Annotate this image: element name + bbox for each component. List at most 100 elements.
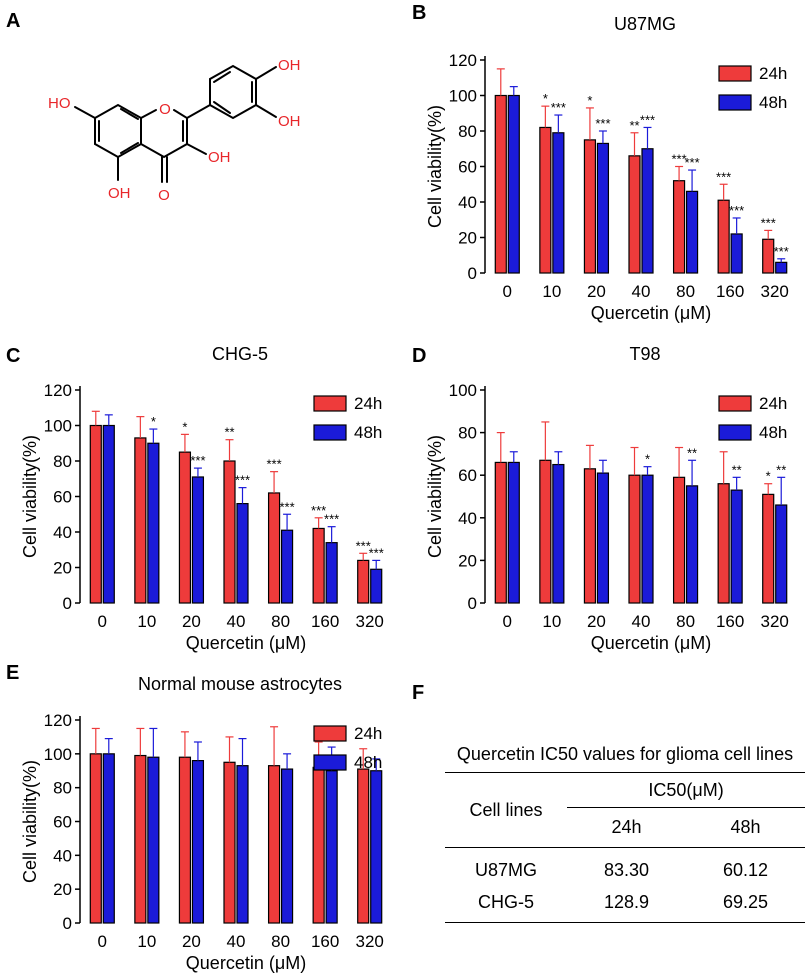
x-tick-label: 40 — [632, 282, 651, 301]
x-tick-label: 80 — [676, 612, 695, 631]
significance-mark: * — [182, 419, 187, 434]
y-tick-label: 80 — [53, 452, 72, 471]
y-axis-label: Cell viability(%) — [20, 435, 40, 558]
col-cell-lines: Cell lines — [469, 799, 543, 820]
y-tick-label: 100 — [449, 87, 477, 106]
bar-24h-20 — [178, 451, 192, 604]
y-tick-label: 0 — [63, 594, 72, 613]
significance-mark: *** — [716, 169, 731, 184]
row-ic50-24h: 83.30 — [603, 859, 650, 880]
x-tick-label: 80 — [271, 612, 290, 631]
significance-mark: ** — [732, 462, 742, 477]
bar-24h-320 — [357, 768, 370, 924]
y-tick-label: 80 — [53, 779, 72, 798]
y-tick-label: 40 — [458, 509, 477, 528]
significance-mark: *** — [369, 545, 384, 560]
y-tick-label: 20 — [53, 880, 72, 899]
panel-label-e: E — [6, 662, 20, 684]
x-tick-label: 0 — [98, 932, 107, 951]
chart-t98: T98 0 20 40 60 80 100 Cell viability(%) 0 10 20 * 40… — [425, 344, 789, 653]
significance-mark: * — [587, 93, 592, 108]
x-axis-label: Quercetin (μM) — [591, 303, 711, 323]
significance-mark: * — [543, 91, 548, 106]
y-tick-label: 120 — [44, 381, 72, 400]
x-tick-label: 320 — [356, 932, 384, 951]
bar-48h-40 — [641, 474, 654, 604]
significance-mark: *** — [774, 244, 789, 259]
bar-48h-320 — [775, 504, 788, 604]
x-tick-label: 20 — [587, 282, 606, 301]
bar-24h-320 — [762, 238, 775, 274]
significance-mark: *** — [671, 152, 686, 167]
x-tick-label: 0 — [98, 612, 107, 631]
significance-mark: *** — [266, 457, 281, 472]
bar-24h-320 — [762, 493, 775, 604]
bar-48h-160 — [730, 233, 743, 274]
row-ic50-48h: 60.12 — [722, 859, 769, 880]
ic50-table: Quercetin IC50 values for glioma cell li… — [445, 730, 805, 923]
bar-24h-80 — [267, 492, 281, 604]
legend-swatch-24h — [718, 395, 752, 412]
y-tick-label: 60 — [458, 158, 477, 177]
x-tick-label: 0 — [503, 612, 512, 631]
x-tick-label: 20 — [182, 932, 201, 951]
significance-mark: ** — [629, 118, 639, 133]
legend-swatch-48h — [313, 424, 347, 441]
bar-24h-80 — [267, 765, 281, 924]
legend-label-24h: 24h — [354, 724, 382, 743]
significance-mark: *** — [684, 155, 699, 170]
c4prime-hydroxyl-label: OH — [278, 57, 301, 74]
ring-oxygen-label: O — [159, 101, 171, 118]
x-tick-label: 10 — [542, 612, 561, 631]
bar-48h-10 — [147, 756, 160, 924]
bar-48h-20 — [191, 759, 205, 924]
significance-mark: *** — [324, 512, 339, 527]
bar-48h-160 — [325, 542, 338, 604]
legend-label-48h: 48h — [759, 423, 787, 442]
panel-label-b: B — [412, 2, 427, 24]
x-tick-label: 160 — [311, 932, 339, 951]
bar-48h-40 — [236, 503, 249, 604]
col-48h: 48h — [730, 817, 761, 837]
bar-24h-160 — [717, 199, 730, 274]
row-ic50-24h: 128.9 — [603, 891, 650, 912]
y-axis-label: Cell viability(%) — [425, 105, 445, 228]
x-tick-label: 320 — [356, 612, 384, 631]
bar-24h-40 — [223, 761, 236, 924]
y-tick-label: 100 — [44, 417, 72, 436]
significance-mark: ** — [224, 425, 234, 440]
c7-hydroxyl-label: HO — [48, 95, 71, 112]
enol-hydroxyl-label: OH — [208, 149, 231, 166]
y-tick-label: 100 — [449, 381, 477, 400]
bar-24h-160 — [312, 527, 325, 604]
bar-24h-10 — [134, 754, 147, 924]
chart-title: T98 — [629, 344, 660, 364]
legend-swatch-48h — [718, 94, 752, 111]
x-tick-label: 80 — [676, 282, 695, 301]
x-tick-label: 10 — [137, 612, 156, 631]
quercetin-structure: O O OH HO OH OH OH — [48, 57, 301, 204]
legend-label-24h: 24h — [759, 64, 787, 83]
x-tick-label: 40 — [227, 612, 246, 631]
bar-24h-20 — [583, 468, 597, 604]
bar-48h-10 — [552, 132, 565, 274]
bar-48h-10 — [552, 463, 565, 604]
significance-mark: ** — [687, 445, 697, 460]
x-axis-label: Quercetin (μM) — [186, 633, 306, 653]
x-axis-label: Quercetin (μM) — [591, 633, 711, 653]
x-tick-label: 320 — [761, 612, 789, 631]
y-tick-label: 20 — [458, 551, 477, 570]
chart-title: U87MG — [614, 14, 676, 34]
table-row: U87MG 83.30 60.12 — [445, 854, 805, 886]
legend-swatch-48h — [313, 754, 347, 771]
panel-label-f: F — [412, 682, 425, 704]
bar-48h-0 — [102, 424, 115, 604]
legend-label-48h: 48h — [354, 753, 382, 772]
chart-chg5: CHG-5 0 20 40 60 80 100 120 Cell viability(%) 0 * 1… — [20, 344, 384, 653]
table-header: Cell lines IC50(μM) 24h 48h — [445, 773, 805, 848]
c5-hydroxyl-label: OH — [108, 185, 131, 202]
col-24h: 24h — [611, 817, 642, 837]
bar-24h-160 — [312, 766, 325, 924]
y-tick-label: 20 — [458, 229, 477, 248]
